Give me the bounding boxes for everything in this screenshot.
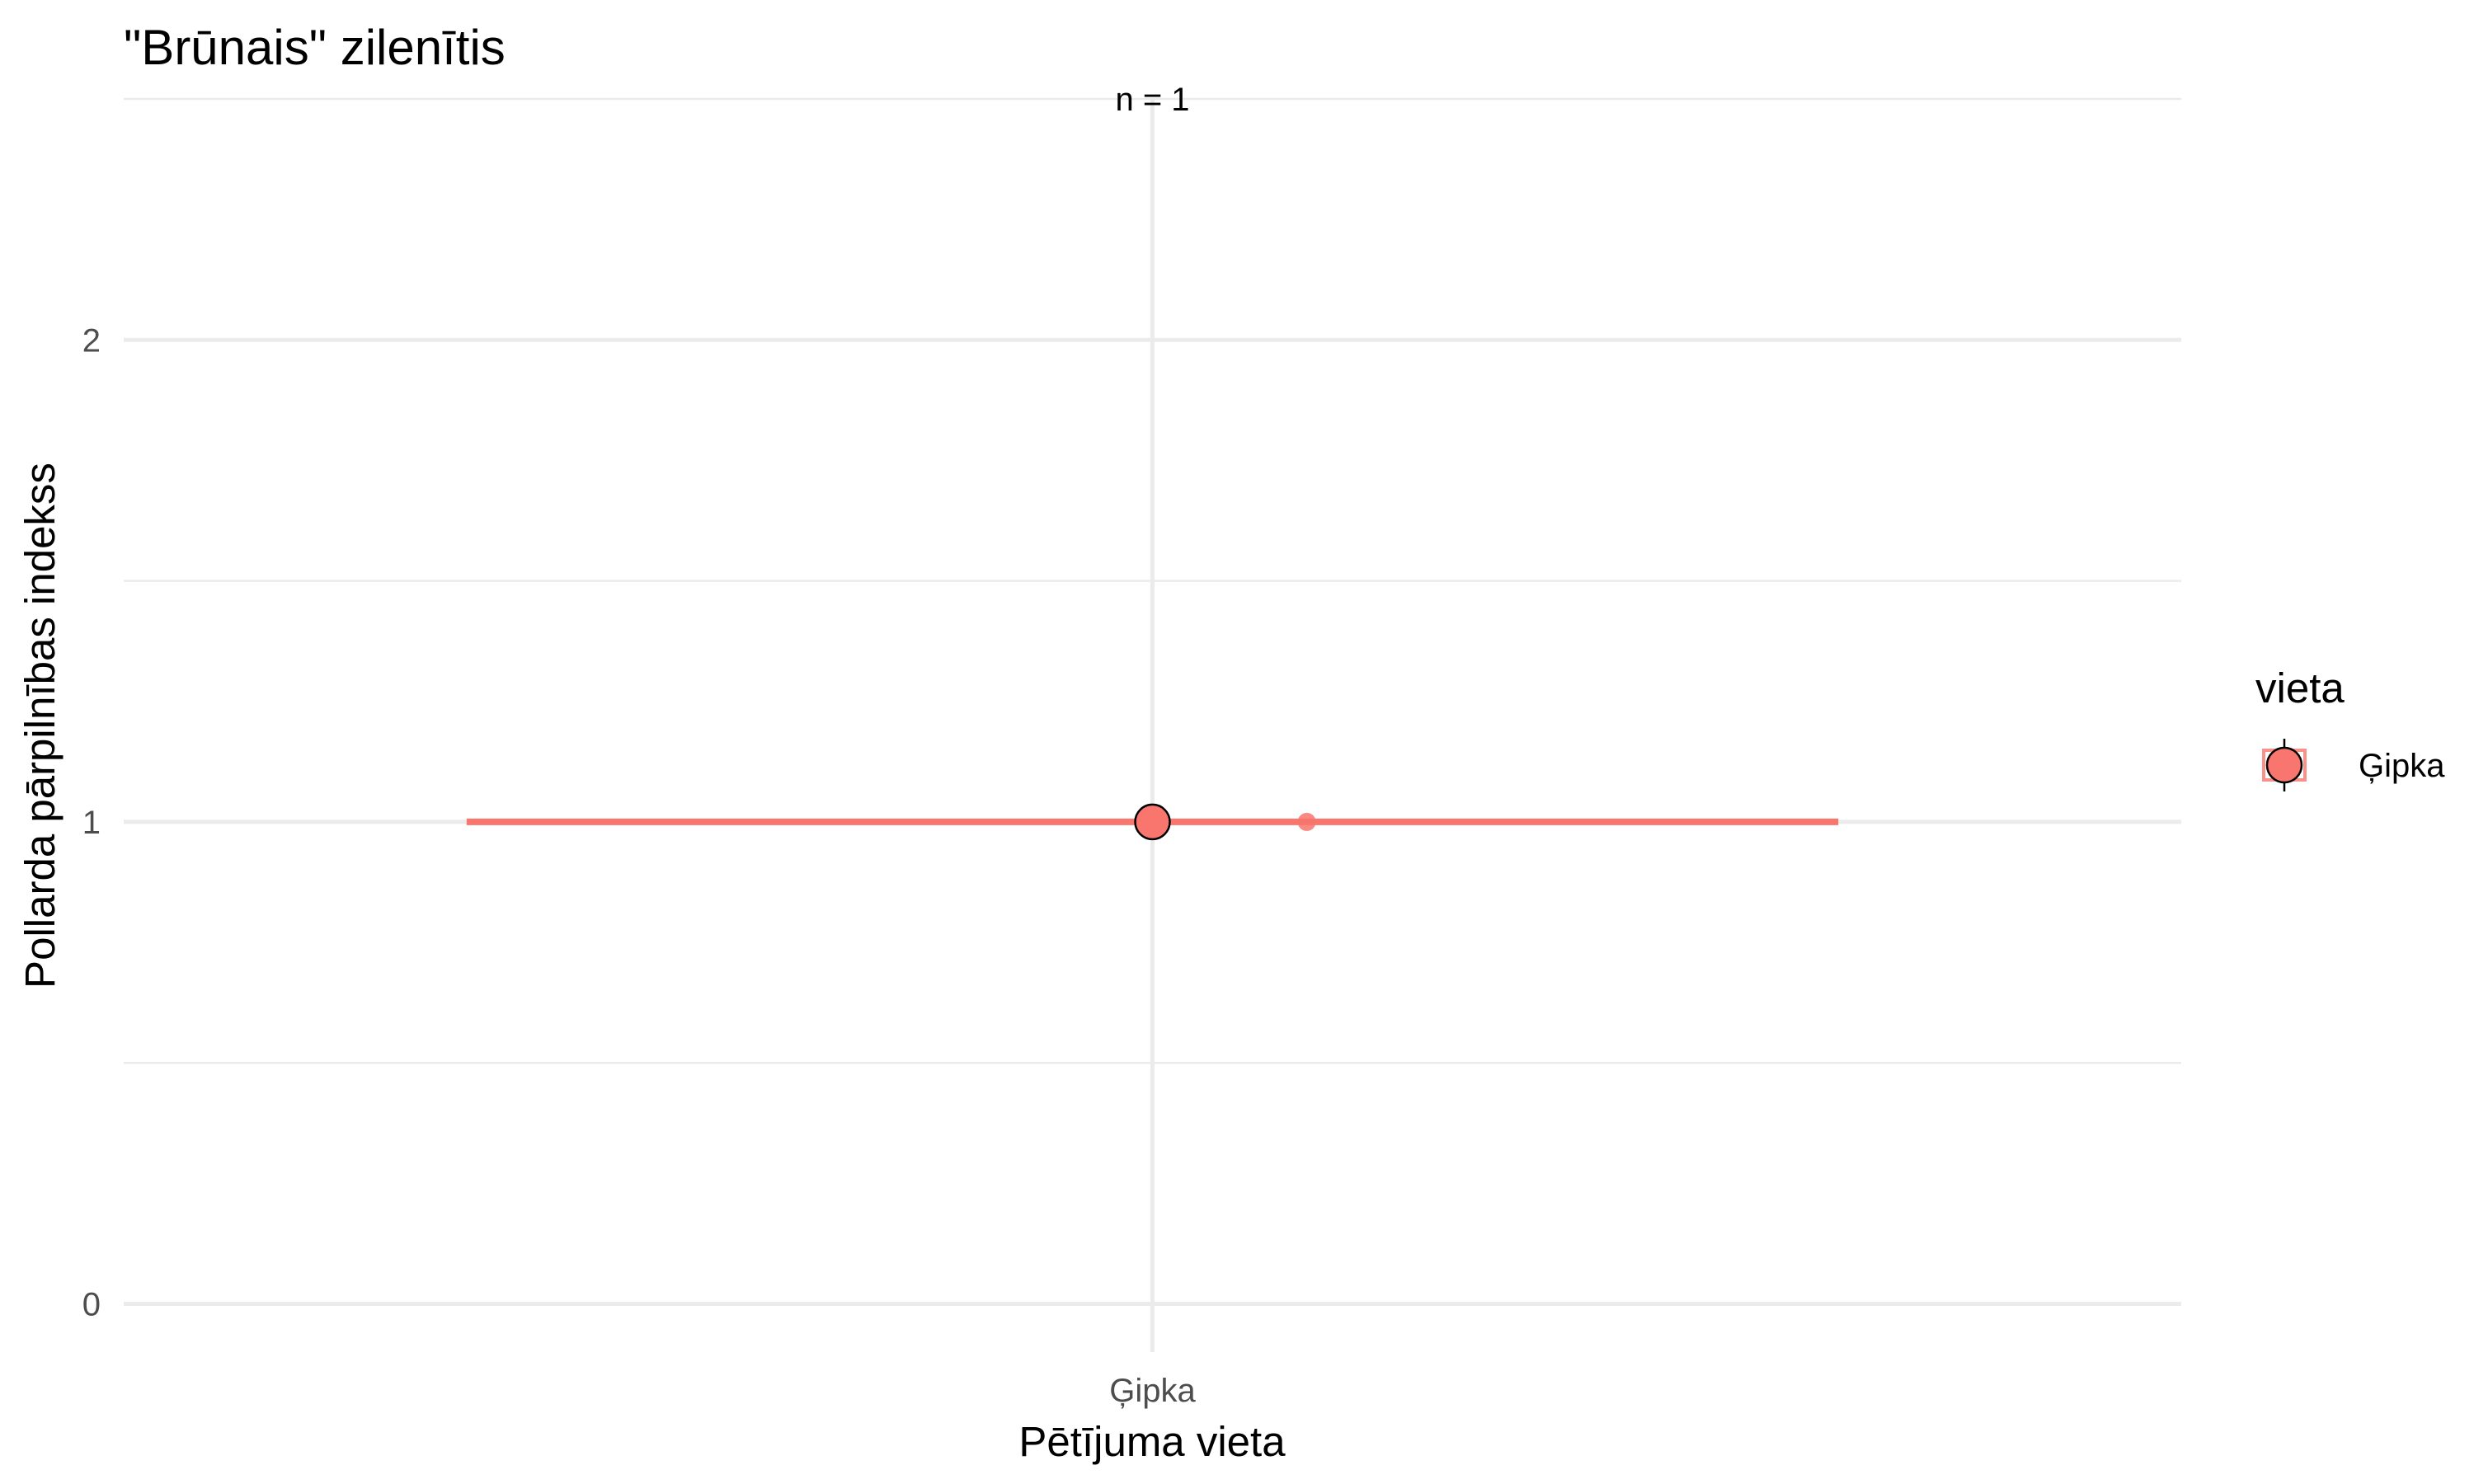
plot-panel: n = 1 [124, 82, 2181, 1352]
chart-marks: n = 1 [466, 82, 1839, 841]
sample-size-annotation: n = 1 [1115, 82, 1189, 118]
mean-point [1134, 803, 1171, 841]
y-tick-label: 2 [82, 322, 101, 359]
legend-label: Ģipka [2359, 748, 2445, 784]
y-axis-title: Pollarda pārpilnības indekss [16, 463, 63, 989]
chart-title: "Brūnais" zilenītis [124, 20, 506, 75]
y-tick-label: 1 [82, 805, 101, 841]
data-point [1297, 812, 1316, 831]
x-axis-ticks: Ģipka [1109, 1373, 1196, 1409]
x-tick-label: Ģipka [1109, 1373, 1196, 1409]
grid-major [124, 99, 2181, 1352]
legend: vieta Ģipka [2255, 665, 2445, 791]
legend-title: vieta [2255, 665, 2345, 711]
y-axis-ticks: 0 1 2 [82, 322, 101, 1322]
legend-key-point [2265, 746, 2303, 784]
legend-keys: Ģipka [2262, 739, 2445, 791]
x-axis-title: Pētījuma vieta [1018, 1418, 1286, 1465]
y-tick-label: 0 [82, 1287, 101, 1323]
